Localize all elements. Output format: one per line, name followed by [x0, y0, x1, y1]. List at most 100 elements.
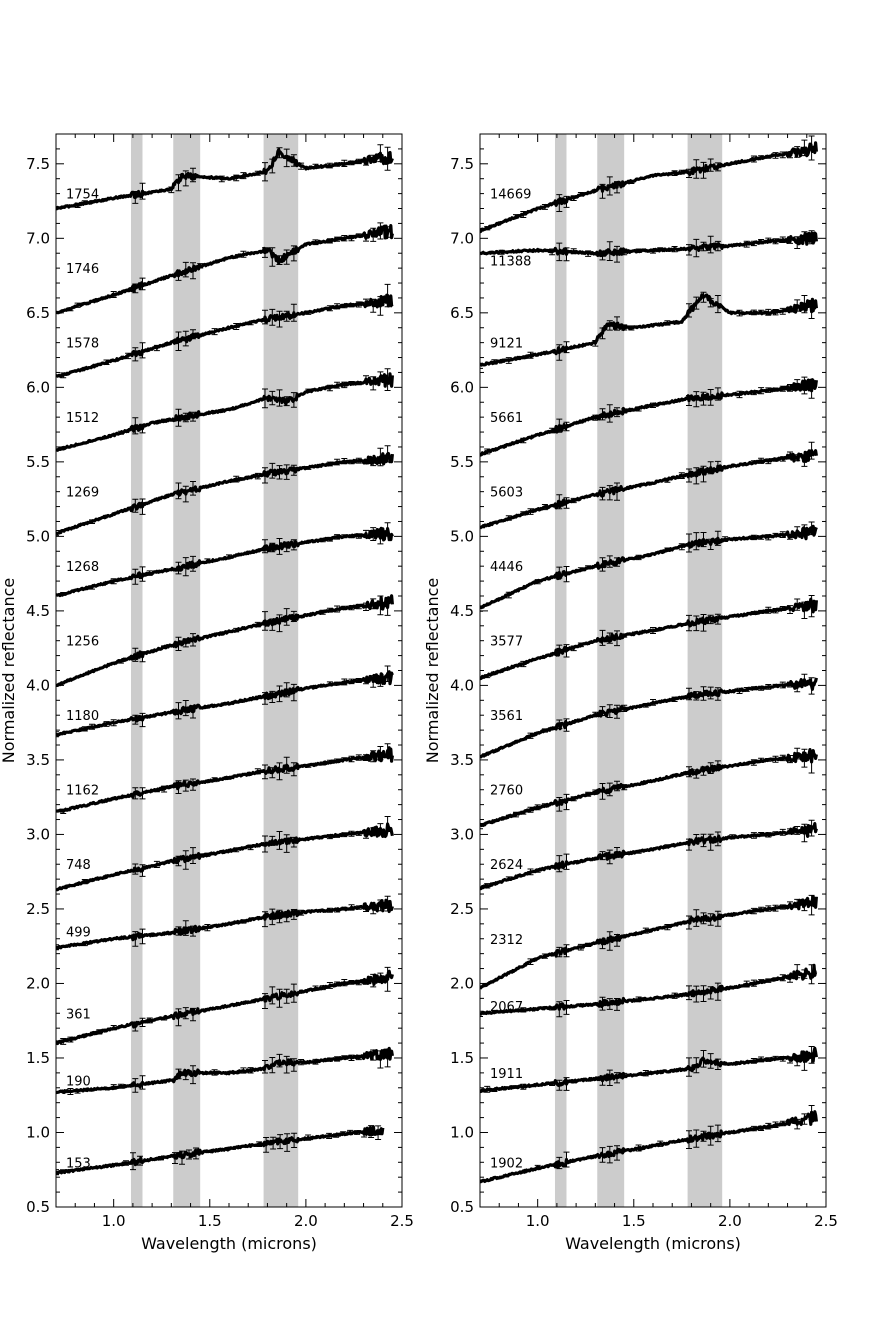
error-bars-5661 [484, 376, 815, 455]
spectrum-label: 1512 [66, 411, 99, 426]
y-tick-label: 6.0 [450, 378, 474, 396]
spectrum-line-190 [56, 1046, 394, 1095]
error-bars-3577 [484, 595, 815, 679]
y-tick-label: 0.5 [450, 1198, 474, 1216]
spectrum-label: 153 [66, 1156, 91, 1171]
left-panel: 1754 1746 1578 1512 1269 1268 1256 1180 1162 748 4… [0, 133, 414, 1253]
spectrum-label: 2067 [490, 1000, 523, 1015]
spectrum-label: 3561 [490, 709, 523, 724]
spectrum-line-499 [56, 898, 394, 950]
y-tick-label: 7.0 [26, 229, 50, 247]
y-tick-label: 6.5 [26, 304, 50, 322]
error-bars-190 [67, 1048, 391, 1095]
spectrum-label: 3577 [490, 635, 523, 650]
error-bars-153 [56, 1125, 382, 1176]
error-bars-361 [60, 966, 391, 1045]
error-bars-5603 [505, 441, 815, 521]
y-tick-label: 4.0 [450, 676, 474, 694]
error-bars-3561 [527, 673, 815, 739]
error-bars-1269 [56, 445, 391, 537]
shaded-band [263, 134, 299, 1207]
y-tick-label: 4.5 [26, 602, 50, 620]
spectrum-line-748 [56, 822, 394, 892]
y-tick-label: 4.5 [450, 602, 474, 620]
spectrum-line-1162 [56, 746, 394, 813]
shaded-band [173, 134, 201, 1207]
x-tick-label: 2.5 [390, 1212, 414, 1230]
y-tick-label: 7.5 [26, 155, 50, 173]
error-bars-9121 [480, 291, 815, 369]
error-bars-1578 [60, 283, 391, 379]
error-bars-2312 [527, 894, 815, 965]
spectrum-label: 1754 [66, 188, 99, 203]
error-bars-4446 [480, 521, 815, 612]
spectrum-label: 1268 [66, 560, 99, 575]
y-tick-label: 6.5 [450, 304, 474, 322]
spectrum-line-2760 [480, 748, 818, 827]
y-tick-label: 3.0 [26, 825, 50, 843]
spectrum-label: 4446 [490, 560, 523, 575]
y-tick-label: 2.5 [26, 900, 50, 918]
spectrum-line-1269 [56, 451, 394, 536]
error-bars-11388 [498, 230, 815, 263]
error-bars-1746 [67, 222, 391, 312]
y-tick-label: 4.0 [26, 676, 50, 694]
error-bars-2067 [480, 964, 815, 1018]
error-bars-2760 [480, 747, 815, 830]
y-tick-label: 7.0 [450, 229, 474, 247]
error-bars-1180 [56, 665, 391, 738]
spectrum-line-9121 [480, 293, 818, 367]
y-tick-label: 5.5 [26, 453, 50, 471]
spectrum-label: 361 [66, 1007, 91, 1022]
spectrum-label: 2760 [490, 784, 523, 799]
x-tick-label: 1.5 [622, 1212, 646, 1230]
y-tick-label: 2.0 [26, 974, 50, 992]
spectrum-label: 1256 [66, 635, 99, 650]
spectrum-line-1911 [480, 1046, 818, 1094]
shaded-band [597, 134, 625, 1207]
error-bars-2624 [484, 819, 815, 889]
spectrum-line-1746 [56, 224, 394, 315]
x-tick-label: 1.0 [526, 1212, 550, 1230]
error-bars-1754 [74, 144, 391, 208]
x-axis-label: Wavelength (microns) [565, 1234, 741, 1253]
y-tick-label: 1.0 [26, 1123, 50, 1141]
spectrum-label: 2624 [490, 858, 523, 873]
y-axis-label: Normalized reflectance [423, 578, 442, 763]
y-tick-label: 0.5 [26, 1198, 50, 1216]
x-tick-label: 1.5 [198, 1212, 222, 1230]
spectrum-label: 1578 [66, 337, 99, 352]
spectrum-line-361 [56, 969, 394, 1046]
shaded-band [554, 134, 567, 1207]
shaded-band [130, 134, 143, 1207]
error-bars-1512 [117, 368, 391, 435]
spectrum-line-5661 [480, 378, 818, 457]
y-tick-label: 1.0 [450, 1123, 474, 1141]
spectrum-label: 499 [66, 925, 91, 940]
x-tick-label: 2.0 [718, 1212, 742, 1230]
y-tick-label: 5.5 [450, 453, 474, 471]
y-axis-label: Normalized reflectance [0, 578, 18, 763]
x-tick-label: 1.0 [102, 1212, 126, 1230]
right-panel: 14669 11388 9121 5661 5603 4446 3577 3561 2760 26… [423, 133, 838, 1253]
y-tick-label: 5.0 [26, 527, 50, 545]
spectrum-line-1512 [56, 372, 394, 452]
spectrum-line-1256 [56, 594, 394, 687]
spectrum-label: 5661 [490, 411, 523, 426]
spectrum-line-3561 [480, 677, 818, 759]
error-bars-1162 [60, 743, 391, 814]
y-tick-label: 3.5 [26, 751, 50, 769]
error-bars-14669 [484, 135, 815, 231]
spectrum-line-5603 [480, 449, 818, 530]
spectrum-label: 1269 [66, 486, 99, 501]
spectrum-label: 5603 [490, 486, 523, 501]
spectrum-label: 1911 [490, 1067, 523, 1082]
spectrum-label: 9121 [490, 337, 523, 352]
spectrum-label: 1180 [66, 709, 99, 724]
spectrum-line-153 [56, 1125, 385, 1175]
error-bars-1911 [484, 1046, 815, 1093]
error-bars-748 [81, 816, 391, 885]
spectrum-label: 748 [66, 858, 91, 873]
spectrum-line-1902 [480, 1110, 818, 1184]
